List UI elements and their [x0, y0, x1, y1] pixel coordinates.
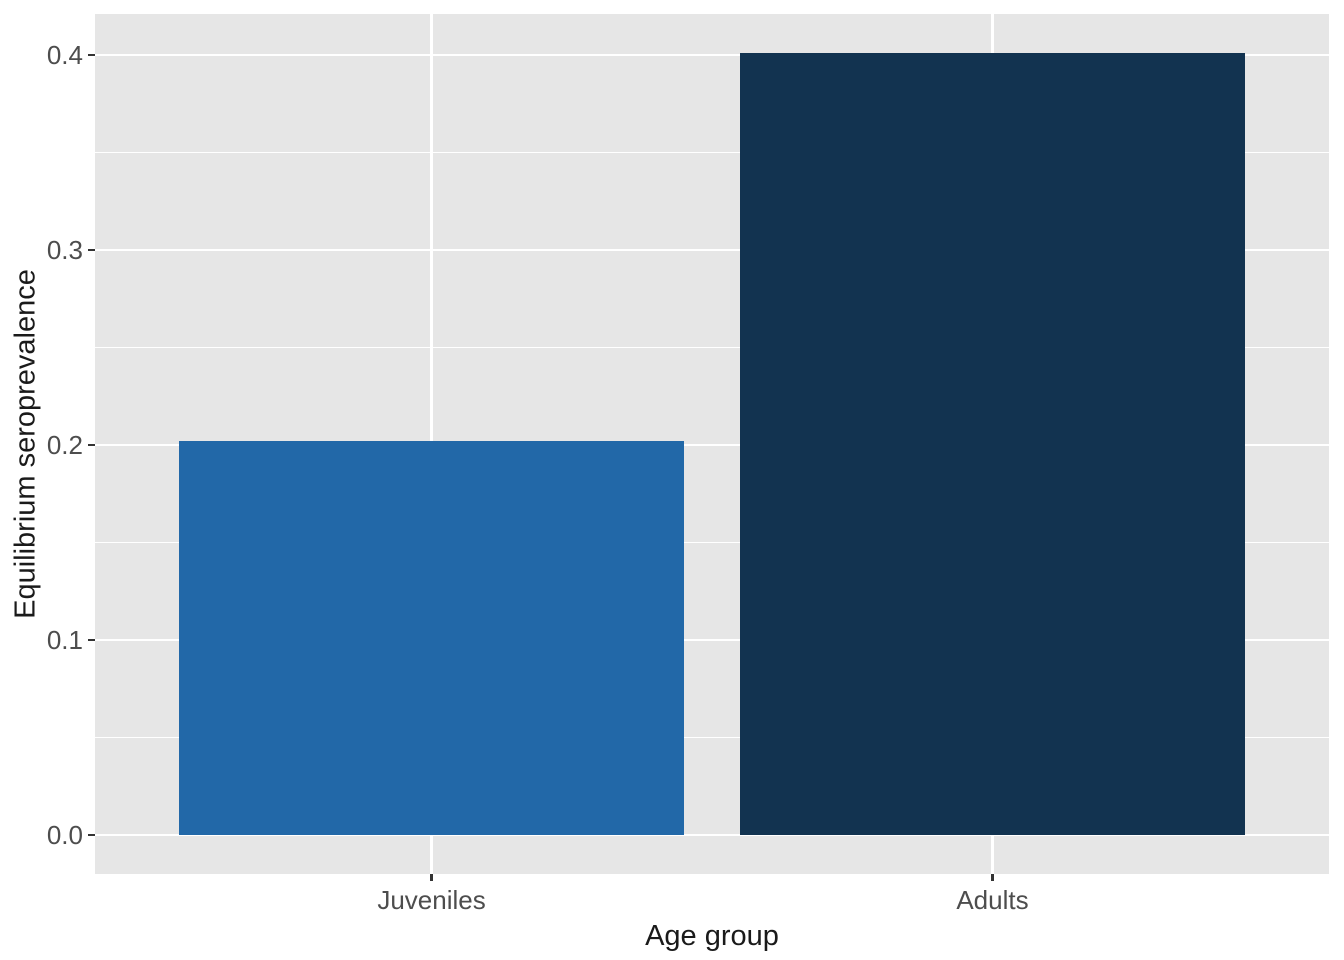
minor-gridline-y-0.15 [95, 541, 1329, 544]
y-tick-label-0.3: 0.3 [46, 235, 83, 266]
y-tick-label-0.2: 0.2 [46, 429, 83, 460]
y-tick-label-0.1: 0.1 [46, 624, 83, 655]
bar-adults [740, 53, 1245, 835]
minor-gridline-y-0.25 [95, 346, 1329, 349]
plot-panel [95, 14, 1329, 874]
y-tick-mark-0.2 [88, 443, 95, 447]
y-tick-mark-0.1 [88, 638, 95, 642]
y-tick-mark-0.4 [88, 53, 95, 57]
x-tick-label-adults: Adults [956, 885, 1029, 915]
y-tick-label-0.4: 0.4 [46, 40, 83, 71]
y-tick-label-0.0: 0.0 [46, 819, 83, 850]
major-gridline-y-0.1 [95, 638, 1329, 642]
x-tick-mark-adults [991, 874, 994, 881]
minor-gridline-y-0.05 [95, 736, 1329, 739]
x-tick-mark-juveniles [430, 874, 433, 881]
minor-gridline-y-0.35 [95, 151, 1329, 154]
major-gridline-y-0 [95, 833, 1329, 837]
major-gridline-y-0.3 [95, 248, 1329, 252]
x-tick-label-juveniles: Juveniles [377, 885, 486, 915]
bar-juveniles [179, 441, 684, 835]
y-tick-mark-0.3 [88, 248, 95, 252]
x-axis-title: Age group [645, 920, 779, 952]
major-gridline-y-0.2 [95, 443, 1329, 447]
major-gridline-y-0.4 [95, 53, 1329, 57]
y-tick-mark-0.0 [88, 833, 95, 837]
